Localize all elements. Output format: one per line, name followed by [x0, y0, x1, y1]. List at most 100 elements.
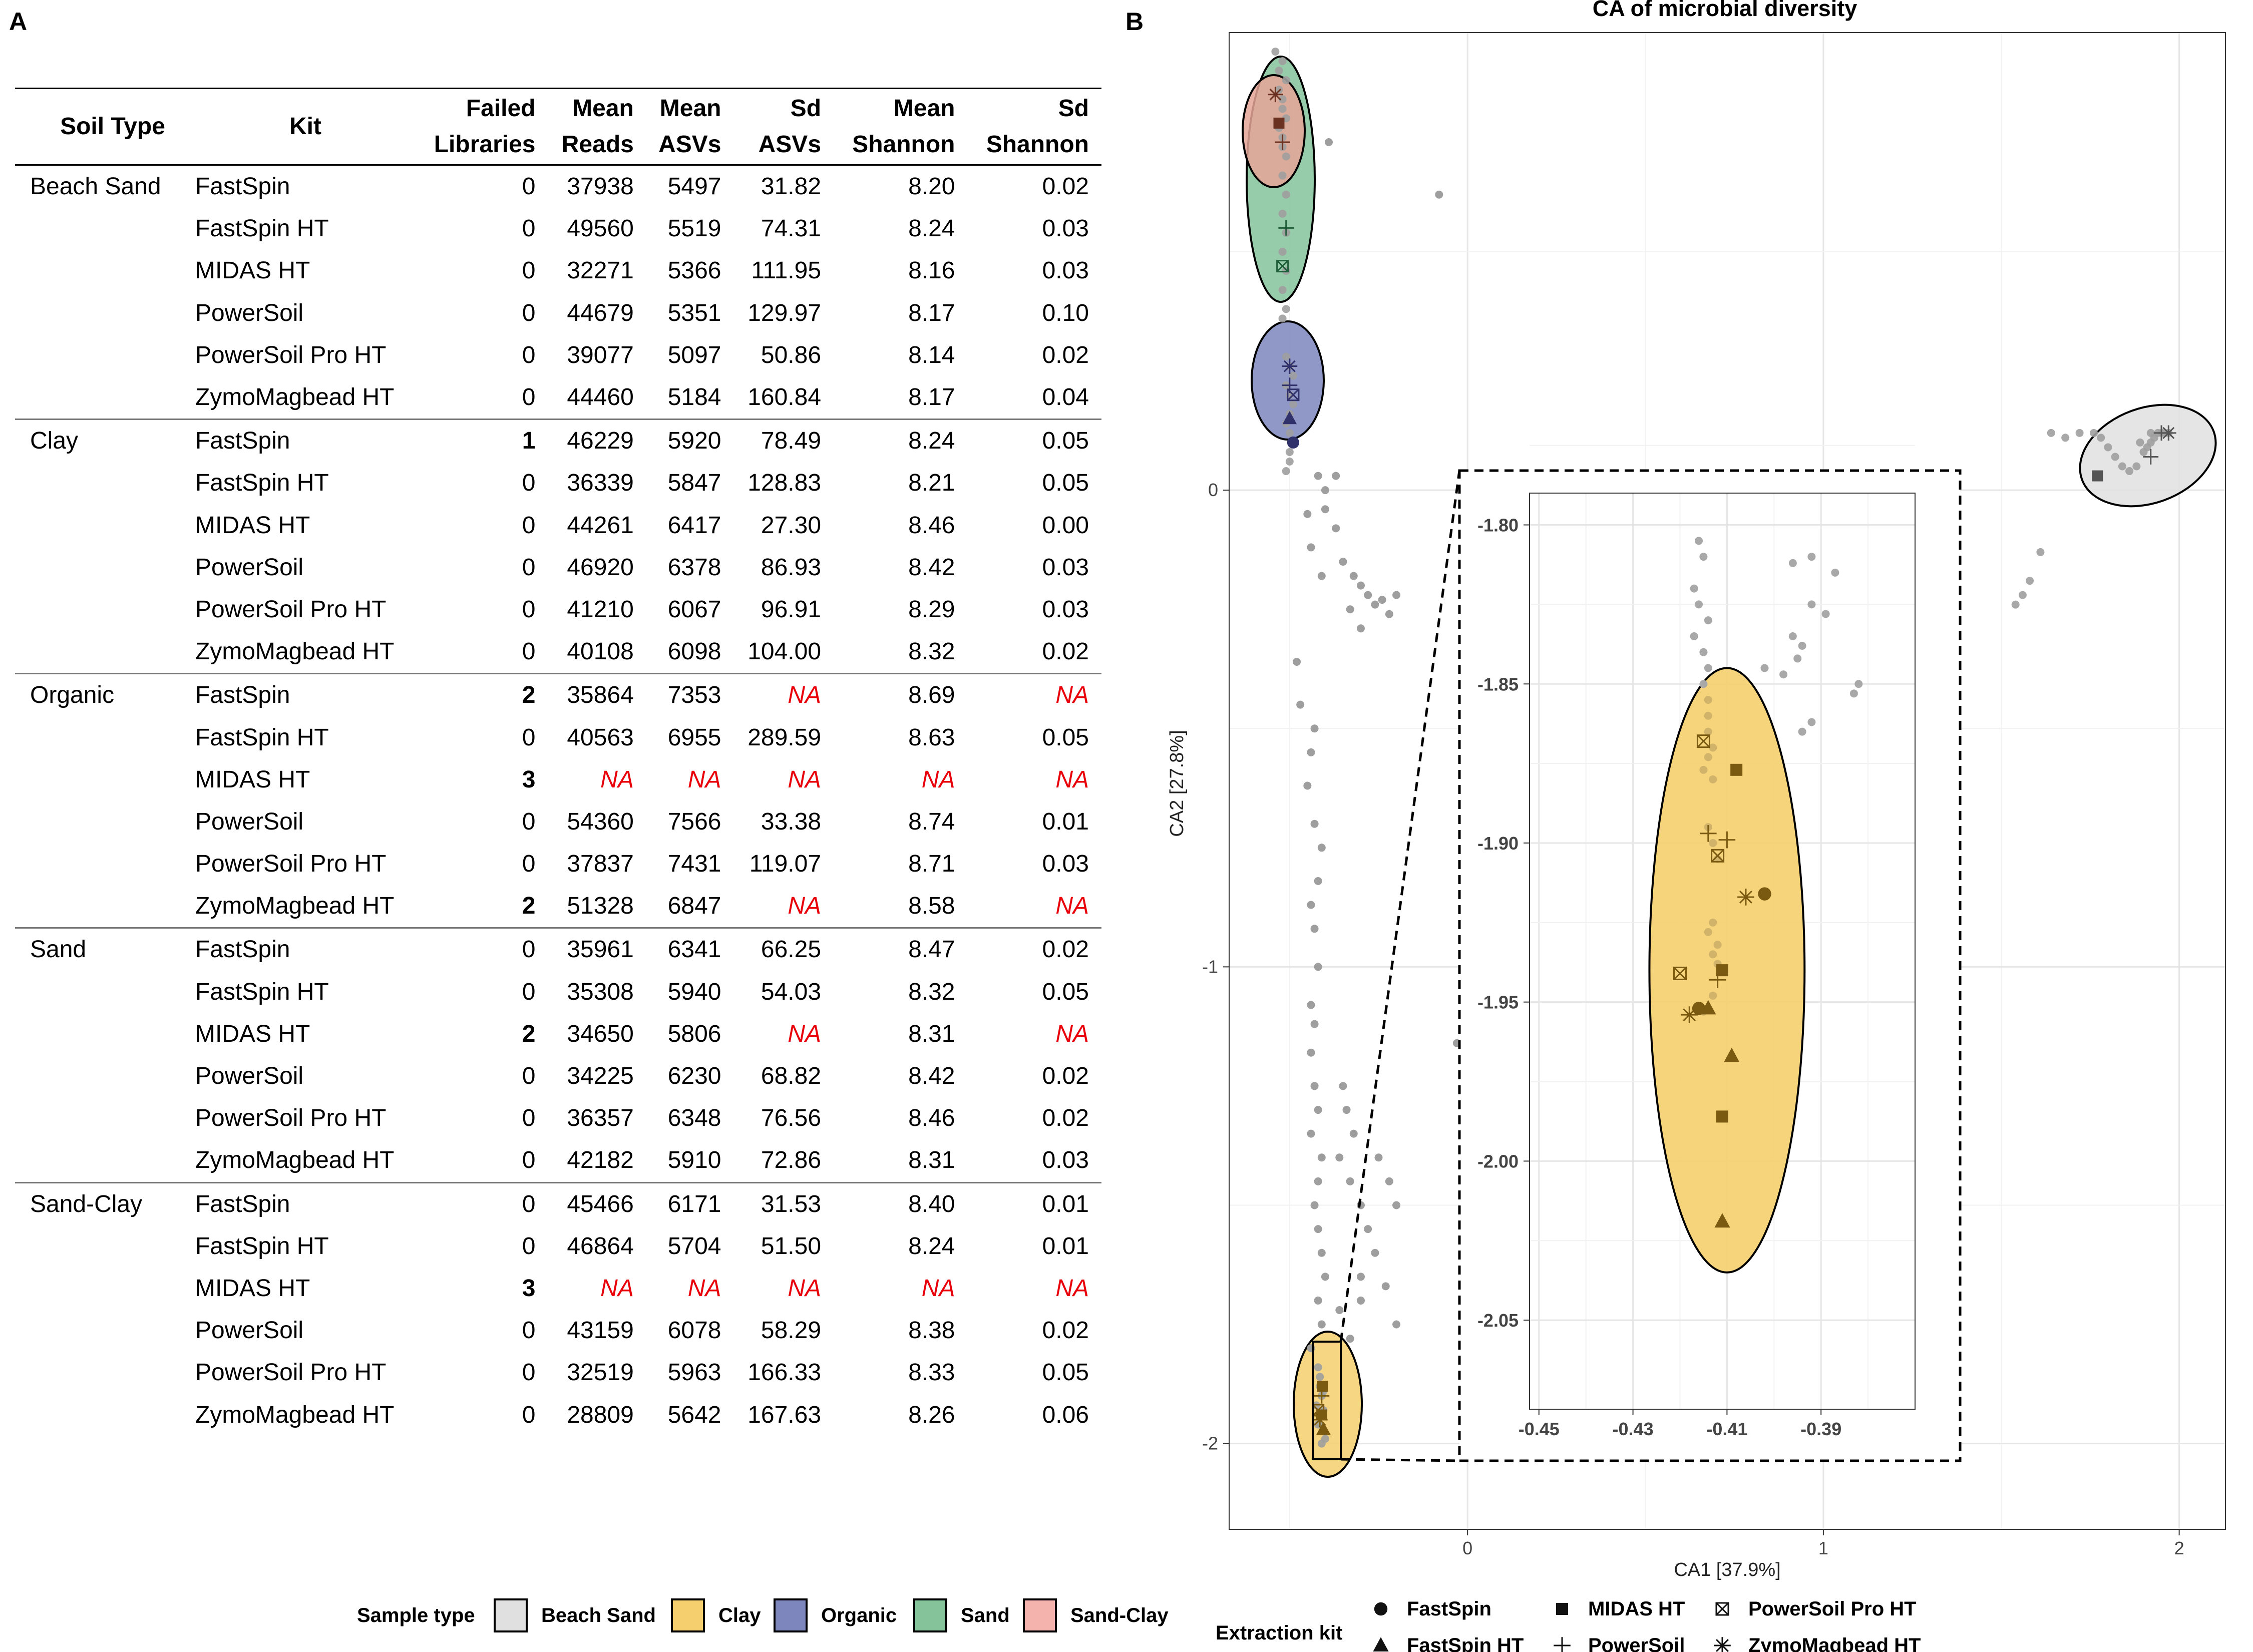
chart-title: CA of microbial diversity: [1593, 0, 1857, 21]
value-cell: 68.82: [761, 1063, 822, 1090]
legend-kit-symbol: [1554, 1637, 1571, 1652]
column-header-line: Libraries: [434, 131, 536, 158]
data-point: [1282, 76, 1290, 85]
value-cell: 0: [522, 341, 536, 368]
value-cell: 0: [522, 1147, 536, 1174]
table-row: MIDAS HT 2 34650 5806 NA 8.31 NA: [15, 1013, 1101, 1055]
legend-item-kit: FastSpin HT: [1373, 1634, 1524, 1652]
kit-cell: MIDAS HT: [195, 1020, 310, 1047]
data-point: [1278, 171, 1287, 180]
legend-item-kit: PowerSoil Pro HT: [1715, 1598, 1917, 1620]
value-cell: 31.53: [733, 1181, 834, 1225]
legend-swatch: [1023, 1598, 1057, 1632]
marker-shape: [1556, 1603, 1568, 1615]
data-point: [1356, 624, 1365, 633]
table-row: PowerSoil 0 54360 7566 33.38 8.74 0.01: [15, 801, 1101, 843]
legend-kit-symbol: [1556, 1603, 1568, 1615]
inset-data-point: [1709, 839, 1717, 847]
table-row: PowerSoil Pro HT 0 32519 5963 166.33 8.33 0.05: [15, 1352, 1101, 1394]
column-header-line: ASVs: [758, 131, 822, 158]
inset-data-point: [1704, 616, 1712, 625]
value-cell: 0: [522, 1317, 536, 1344]
soil-type-cell: Clay: [15, 419, 195, 463]
data-point: [2132, 462, 2141, 471]
value-cell: 8.16: [908, 257, 955, 284]
value-cell: 6348: [667, 1105, 721, 1132]
data-point: [1289, 371, 1297, 380]
value-cell: 0: [522, 173, 536, 200]
value-cell: NA: [788, 893, 822, 920]
data-point: [1314, 1177, 1322, 1185]
data-point: [1314, 1225, 1322, 1233]
table-row: ZymoMagbead HT 0 44460 5184 160.84 8.17 0.04: [15, 376, 1101, 420]
data-point: [1339, 557, 1347, 566]
value-cell: 8.17: [908, 299, 955, 326]
column-header: Soil Type: [15, 89, 195, 165]
value-cell: 8.24: [908, 215, 955, 242]
value-cell: 0: [416, 1181, 548, 1225]
value-cell: NA: [788, 1275, 822, 1302]
zoom-source-box: [1312, 1341, 1342, 1460]
value-cell: 6847: [667, 893, 721, 920]
value-cell: 8.24: [908, 1232, 955, 1260]
data-point: [1371, 600, 1379, 609]
value-cell: 0: [522, 470, 536, 497]
value-cell: 0.02: [1042, 1317, 1089, 1344]
value-cell: 7566: [667, 808, 721, 835]
inset-kit-marker: [1700, 1000, 1716, 1015]
value-cell: NA: [967, 673, 1101, 717]
marker-shape: [1711, 849, 1724, 863]
inset-kit-marker: [1700, 825, 1717, 842]
inset-kit-marker: [1737, 889, 1754, 906]
data-point: [1314, 1363, 1322, 1372]
marker-shape: [2092, 470, 2103, 482]
value-cell: 46920: [567, 554, 634, 581]
value-cell: 104.00: [747, 638, 822, 665]
value-cell: 128.83: [747, 470, 822, 497]
marker-shape: [1711, 849, 1725, 863]
main-axes: 0 1 2 0 -1 -2: [1202, 480, 2184, 1558]
kit-marker: [2092, 470, 2103, 482]
data-point: [1325, 138, 1333, 147]
marker-shape: [1317, 1381, 1328, 1392]
data-point: [2075, 429, 2084, 437]
table-row: Beach Sand FastSpin 0 37938 5497 31.82 8.20 0.0…: [15, 165, 1101, 208]
value-cell: 166.33: [747, 1359, 822, 1386]
value-cell: 0.03: [1042, 257, 1089, 284]
value-cell: 49560: [567, 215, 634, 242]
value-cell: 0.05: [1042, 470, 1089, 497]
value-cell: 35864: [548, 673, 646, 717]
data-point: [1307, 901, 1315, 909]
inset-data-point: [1807, 718, 1816, 726]
value-cell: 8.42: [908, 554, 955, 581]
value-cell: 51.50: [761, 1232, 822, 1260]
data-point: [1378, 596, 1386, 604]
marker-shape: [1697, 734, 1710, 748]
value-cell: 45466: [548, 1181, 646, 1225]
data-point: [1307, 1048, 1315, 1057]
value-cell: 96.91: [761, 596, 822, 623]
panel-label-b: B: [1125, 8, 1144, 36]
value-cell: 8.40: [834, 1181, 968, 1225]
value-cell: 5351: [667, 299, 721, 326]
value-cell: 0.05: [967, 419, 1101, 463]
column-header-line: Failed: [466, 95, 536, 122]
value-cell: 5920: [646, 419, 734, 463]
value-cell: 44261: [567, 512, 634, 539]
legend-item-kit: ZymoMagbead HT: [1714, 1634, 1921, 1652]
value-cell: 50.86: [761, 341, 822, 368]
column-header: Sd ASVs: [733, 89, 834, 165]
value-cell: 76.56: [761, 1105, 822, 1132]
data-point: [1321, 486, 1329, 495]
value-cell: 0: [522, 638, 536, 665]
data-point: [1321, 1273, 1329, 1281]
kit-cell: PowerSoil Pro HT: [195, 596, 387, 623]
data-point: [2111, 453, 2119, 461]
table-row: MIDAS HT 0 32271 5366 111.95 8.16 0.03: [15, 250, 1101, 292]
inset-plot: -0.45 -0.43 -0.41 -0.39 -1.80 -1.85 -1.90 -1.95…: [1477, 445, 1916, 1439]
value-cell: 2: [416, 673, 548, 717]
kit-marker: [1267, 87, 1283, 103]
data-point: [1278, 57, 1287, 66]
legend-swatch: [494, 1598, 528, 1632]
